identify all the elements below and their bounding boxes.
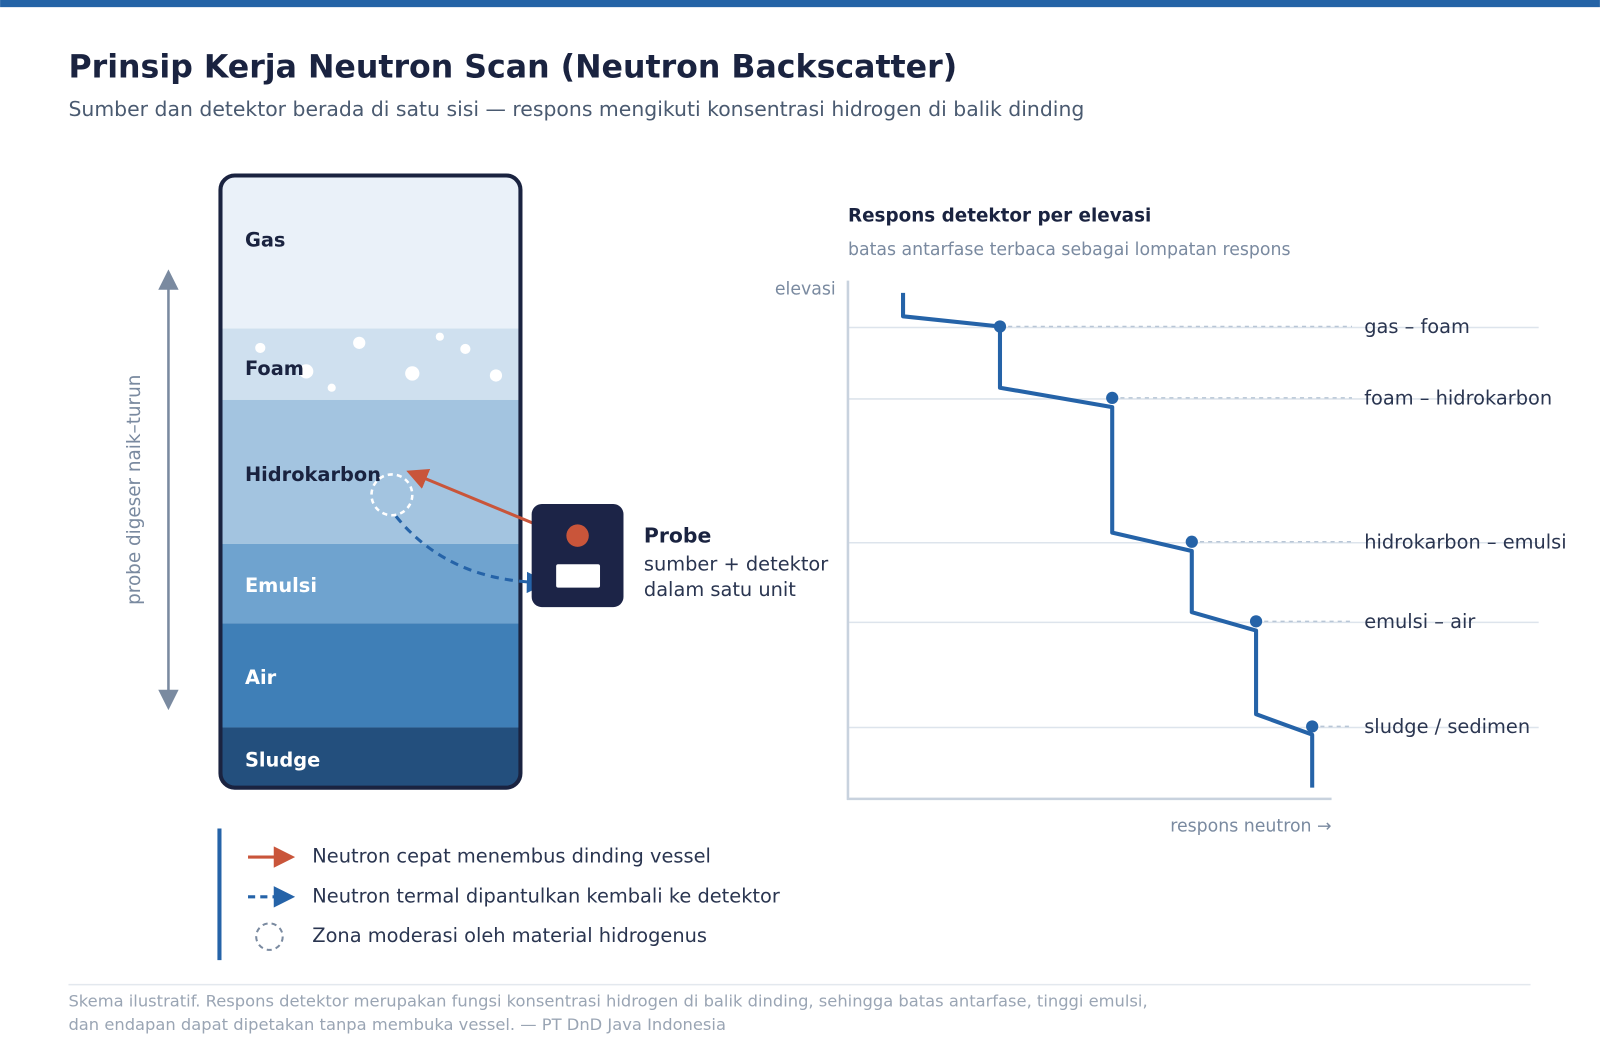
chart-subtitle: batas antarfase terbaca sebagai lompatan… bbox=[848, 240, 1291, 260]
thermal-neutron-arrow bbox=[394, 515, 549, 594]
x-axis-label: respons neutron → bbox=[1170, 816, 1331, 836]
probe-source bbox=[566, 524, 589, 547]
vessel-wall bbox=[218, 173, 523, 790]
layer-label: Air bbox=[245, 666, 277, 689]
layer-label: Sludge bbox=[245, 749, 320, 772]
foam-bubbles bbox=[255, 332, 503, 392]
moderation-zone bbox=[370, 473, 414, 517]
layer-hidrokarbon bbox=[220, 399, 521, 544]
layer-air bbox=[220, 623, 521, 728]
interface-dots bbox=[993, 320, 1319, 733]
subtitle: Sumber dan detektor berada di satu sisi … bbox=[68, 97, 1084, 121]
probe-unit bbox=[531, 504, 624, 608]
interface-label: emulsi – air bbox=[1364, 610, 1475, 633]
response-line bbox=[901, 292, 1315, 788]
interface-label: gas – foam bbox=[1364, 315, 1470, 338]
footer-text: dan endapan dapat dipetakan tanpa membuk… bbox=[68, 1015, 726, 1034]
probe-title: Probe bbox=[644, 524, 711, 548]
interface-label: hidrokarbon – emulsi bbox=[1364, 530, 1566, 553]
leader-lines bbox=[999, 325, 1352, 728]
layer-sludge bbox=[220, 727, 521, 788]
axes bbox=[846, 280, 1332, 801]
legend-text: Neutron termal dipantulkan kembali ke de… bbox=[312, 884, 780, 907]
layer-label: Emulsi bbox=[245, 574, 317, 597]
title: Prinsip Kerja Neutron Scan (Neutron Back… bbox=[68, 49, 957, 85]
vessel-layers bbox=[220, 175, 521, 788]
movement-label: probe digeser naik–turun bbox=[124, 375, 145, 605]
layer-label: Gas bbox=[245, 228, 286, 251]
legend-text: Neutron cepat menembus dinding vessel bbox=[312, 845, 711, 868]
legend-icon bbox=[255, 922, 284, 951]
interface-label: sludge / sedimen bbox=[1364, 715, 1530, 738]
y-axis-label: elevasi bbox=[775, 280, 836, 300]
fast-neutron-arrow bbox=[406, 469, 547, 530]
footer-text: Skema ilustratif. Respons detektor merup… bbox=[68, 991, 1147, 1010]
probe-text: sumber + detektor bbox=[644, 553, 828, 576]
layer-gas bbox=[220, 175, 521, 329]
chart-title: Respons detektor per elevasi bbox=[848, 205, 1151, 226]
probe-text: dalam satu unit bbox=[644, 578, 796, 601]
layer-label: Hidrokarbon bbox=[245, 463, 381, 486]
layer-foam bbox=[220, 328, 521, 400]
legend-text: Zona moderasi oleh material hidrogenus bbox=[312, 924, 707, 947]
interface-label: foam – hidrokarbon bbox=[1364, 386, 1552, 409]
top-bar bbox=[0, 0, 1600, 8]
probe-detector bbox=[556, 564, 601, 588]
layer-label: Foam bbox=[245, 357, 304, 380]
layer-emulsi bbox=[220, 543, 521, 624]
